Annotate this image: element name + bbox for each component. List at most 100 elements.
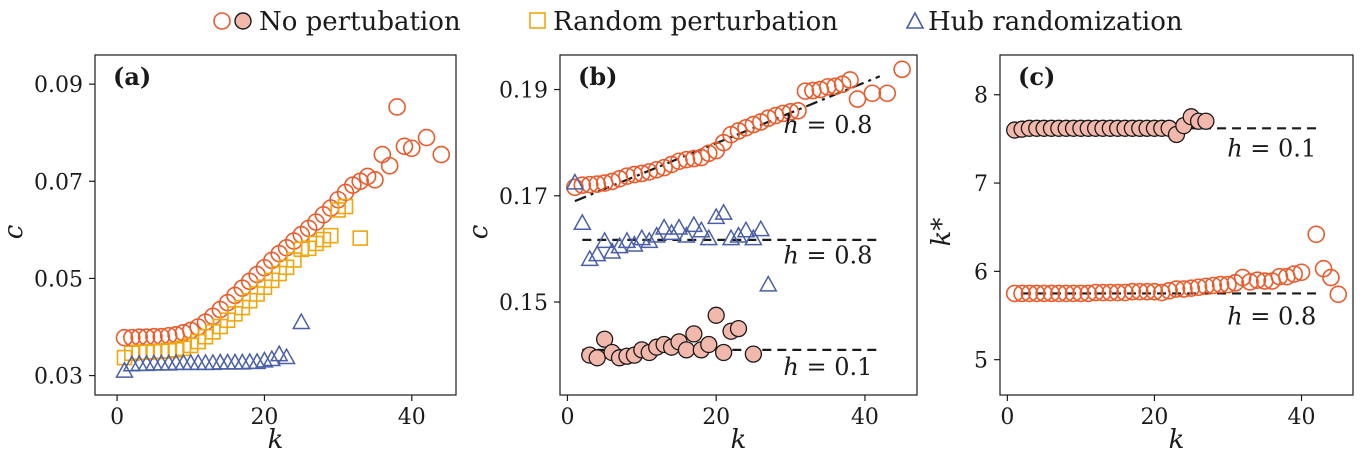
data-point <box>1042 284 1061 303</box>
series-circle <box>581 306 763 367</box>
series-circle <box>1006 108 1215 144</box>
annotation-label: h = 0.1 <box>1227 135 1316 163</box>
data-point <box>662 223 681 241</box>
data-point <box>1285 265 1303 283</box>
data-point <box>1167 280 1186 298</box>
data-point <box>736 220 756 238</box>
data-point <box>588 349 606 367</box>
data-point <box>1072 284 1090 303</box>
y-tick-label: 8 <box>974 84 988 109</box>
data-point <box>1322 268 1340 287</box>
data-point <box>893 60 911 79</box>
data-point <box>751 219 771 237</box>
legend-label-hub-randomization: Hub randomization <box>928 7 1183 37</box>
data-point <box>684 215 704 233</box>
data-point <box>1175 280 1193 298</box>
data-point <box>1116 283 1134 302</box>
data-point <box>1145 282 1164 301</box>
data-point <box>602 242 622 259</box>
data-point <box>610 236 629 254</box>
plot-frame <box>999 54 1354 396</box>
data-point <box>1248 271 1267 289</box>
data-point <box>565 172 585 190</box>
data-point <box>573 176 592 194</box>
x-tick-label: 0 <box>560 405 574 430</box>
data-point <box>1064 284 1083 303</box>
data-point <box>352 230 369 246</box>
annotation-label: h = 0.8 <box>783 111 872 139</box>
data-point <box>380 156 399 175</box>
data-point <box>758 274 778 292</box>
data-point <box>292 312 311 330</box>
data-point <box>1086 283 1105 302</box>
data-point <box>655 158 673 177</box>
data-point <box>573 213 592 231</box>
data-point <box>625 235 644 252</box>
fit-line <box>574 75 881 203</box>
y-tick-label: 0.15 <box>499 291 548 316</box>
panel-c: 0 20 40 5 6 7 8 k k* (c) h = 0.1 h = 0.8 <box>927 54 1354 455</box>
data-point <box>796 82 815 100</box>
data-point <box>669 218 689 235</box>
data-point <box>337 198 354 215</box>
data-point <box>781 103 800 121</box>
data-point <box>1013 284 1031 303</box>
panel-a: 0 20 40 0.03 0.05 0.07 0.09 k c (a) <box>0 54 457 455</box>
data-point <box>1057 284 1075 303</box>
data-point <box>685 325 703 343</box>
data-point <box>255 350 274 368</box>
data-point <box>707 306 725 324</box>
data-point <box>692 220 711 238</box>
data-point <box>744 345 763 363</box>
data-point <box>1123 282 1142 301</box>
data-point <box>1160 281 1178 300</box>
data-point <box>1211 275 1230 294</box>
data-point <box>1204 276 1223 295</box>
legend-label-no-perturbation: No pertubation <box>259 7 461 37</box>
x-axis-label: k <box>731 425 747 455</box>
data-point <box>322 227 339 244</box>
x-tick-label: 20 <box>250 405 278 430</box>
data-point <box>721 228 741 246</box>
annotation-label: h = 0.1 <box>783 353 872 381</box>
legend-marker-random-perturbation <box>529 12 546 29</box>
data-point <box>432 145 451 164</box>
data-point <box>617 231 637 249</box>
data-point <box>1130 282 1149 301</box>
plot-frame <box>94 54 457 396</box>
legend-marker-hub-randomization <box>905 11 925 29</box>
x-axis-label: k <box>1169 425 1185 455</box>
y-tick-label: 7 <box>974 172 988 197</box>
data-point <box>1329 285 1348 304</box>
data-point <box>595 330 614 348</box>
legend-marker-no-perturbation-open <box>213 12 231 30</box>
x-tick-label: 20 <box>702 405 730 430</box>
data-point <box>1035 284 1053 303</box>
data-point <box>744 115 763 134</box>
data-point <box>1101 283 1120 302</box>
x-axis-label: k <box>268 425 284 455</box>
y-axis-label: c <box>464 224 494 239</box>
series-triangle <box>115 312 311 378</box>
x-tick-label: 20 <box>1140 405 1168 430</box>
series-square <box>116 198 369 366</box>
data-point <box>269 344 289 362</box>
data-point <box>878 84 897 103</box>
series-triangle <box>565 172 778 292</box>
data-point <box>677 226 696 243</box>
plot-frame <box>559 54 918 396</box>
series-circle <box>115 98 451 347</box>
panel-letter: (b) <box>578 62 618 91</box>
y-tick-label: 0.17 <box>499 185 548 210</box>
data-point <box>729 122 748 140</box>
data-point <box>402 139 421 158</box>
data-point <box>580 249 600 267</box>
y-axis-label: k* <box>927 218 957 247</box>
data-point <box>639 231 659 249</box>
data-point <box>789 101 807 120</box>
y-tick-label: 0.09 <box>34 73 83 98</box>
data-point <box>1138 282 1156 301</box>
data-point <box>744 228 763 246</box>
y-axis-label: c <box>0 224 29 239</box>
